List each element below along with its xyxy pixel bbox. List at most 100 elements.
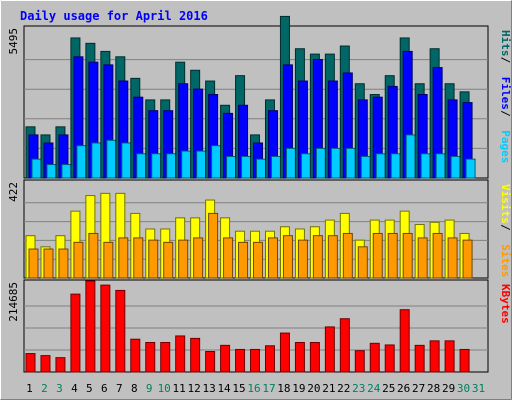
bar-kbytes-day-21 xyxy=(324,326,335,373)
x-tick-label: 31 xyxy=(472,382,485,395)
bar-sites-day-23 xyxy=(357,246,368,279)
bar-sites-day-24 xyxy=(372,232,383,279)
x-tick-label: 11 xyxy=(173,382,186,395)
bar-sites-day-27 xyxy=(417,237,428,279)
panel-kbytes: 214685 KBytes xyxy=(7,279,512,373)
bar-pages-day-12 xyxy=(196,150,207,179)
x-tick-label: 9 xyxy=(146,382,153,395)
bar-pages-day-1 xyxy=(31,158,42,179)
bar-sites-day-3 xyxy=(58,248,69,279)
panel-kbytes-legend: KBytes xyxy=(499,284,512,324)
bar-pages-day-23 xyxy=(360,155,371,179)
bar-kbytes-day-10 xyxy=(160,341,171,373)
bar-sites-day-28 xyxy=(432,232,443,279)
x-tick-label: 1 xyxy=(26,382,33,395)
bar-sites-day-6 xyxy=(103,241,114,279)
bar-sites-day-5 xyxy=(88,232,99,279)
bar-kbytes-day-1 xyxy=(25,353,36,373)
panel-sites-ymax-label: 422 xyxy=(7,182,20,202)
bar-sites-day-4 xyxy=(73,241,84,279)
bar-pages-day-4 xyxy=(76,145,87,179)
bar-kbytes-day-30 xyxy=(459,348,470,373)
x-tick-label: 20 xyxy=(307,382,320,395)
bar-sites-day-1 xyxy=(28,248,39,279)
bar-pages-day-10 xyxy=(166,153,177,179)
bar-pages-day-15 xyxy=(241,155,252,179)
bar-kbytes-day-17 xyxy=(264,345,275,373)
chart-panels: 5495 Hits / Files / Pages 422 Visits / Site… xyxy=(7,15,512,373)
bar-kbytes-day-6 xyxy=(100,284,111,373)
panel-sites: 422 Visits / Sites xyxy=(7,179,512,279)
x-tick-label: 29 xyxy=(442,382,455,395)
legend-pages: Pages xyxy=(499,130,512,163)
bar-kbytes-day-14 xyxy=(220,344,231,373)
bar-pages-day-2 xyxy=(46,164,57,179)
bar-sites-day-26 xyxy=(402,232,413,279)
bar-sites-day-8 xyxy=(133,237,144,279)
x-tick-label: 21 xyxy=(322,382,335,395)
legend-files: Files xyxy=(499,77,512,110)
panel-kbytes-ymax-label: 214685 xyxy=(7,282,20,322)
legend-sites: Sites xyxy=(499,244,512,277)
bar-sites-day-2 xyxy=(43,248,54,279)
bar-kbytes-day-12 xyxy=(190,337,201,373)
x-tick-label: 7 xyxy=(116,382,123,395)
bar-kbytes-day-7 xyxy=(115,289,126,373)
x-tick-label: 15 xyxy=(232,382,245,395)
x-tick-label: 5 xyxy=(86,382,93,395)
x-tick-label: 17 xyxy=(262,382,275,395)
bar-pages-day-24 xyxy=(375,153,386,179)
bar-pages-day-20 xyxy=(315,147,326,179)
x-tick-label: 2 xyxy=(41,382,48,395)
bar-pages-day-16 xyxy=(256,158,267,179)
bar-kbytes-day-11 xyxy=(175,335,186,373)
legend-visits: Visits xyxy=(499,184,512,224)
bar-pages-day-17 xyxy=(270,155,281,179)
bar-kbytes-day-23 xyxy=(354,350,365,373)
bar-sites-day-29 xyxy=(447,237,458,279)
bar-pages-day-8 xyxy=(136,153,147,179)
legend-kbytes: KBytes xyxy=(499,284,512,324)
x-tick-label: 3 xyxy=(56,382,63,395)
bar-sites-day-22 xyxy=(342,232,353,279)
x-tick-label: 16 xyxy=(247,382,260,395)
bar-pages-day-3 xyxy=(61,164,72,179)
x-tick-label: 13 xyxy=(202,382,215,395)
bar-pages-day-28 xyxy=(435,153,446,179)
x-tick-label: 19 xyxy=(292,382,305,395)
bar-sites-day-18 xyxy=(282,235,293,279)
bar-pages-day-9 xyxy=(151,153,162,179)
bar-pages-day-21 xyxy=(330,147,341,179)
bar-kbytes-day-18 xyxy=(279,332,290,373)
bar-kbytes-day-27 xyxy=(414,344,425,373)
bar-sites-day-11 xyxy=(178,239,189,279)
x-tick-label: 23 xyxy=(352,382,365,395)
bar-sites-day-30 xyxy=(462,239,473,279)
bar-kbytes-day-8 xyxy=(130,338,141,373)
bar-sites-day-14 xyxy=(223,237,234,279)
bar-sites-day-21 xyxy=(327,235,338,279)
bar-pages-day-7 xyxy=(121,142,132,179)
bar-kbytes-day-16 xyxy=(250,348,261,373)
panel-sites-legend: Visits / Sites xyxy=(499,184,512,277)
bar-pages-day-14 xyxy=(226,155,237,179)
bar-kbytes-day-29 xyxy=(444,340,455,373)
bar-pages-day-18 xyxy=(285,147,296,179)
bar-sites-day-20 xyxy=(312,235,323,279)
bar-sites-day-7 xyxy=(118,237,129,279)
bar-sites-day-15 xyxy=(238,241,249,279)
bar-sites-day-9 xyxy=(148,239,159,279)
bar-kbytes-day-22 xyxy=(339,318,350,373)
bar-sites-day-10 xyxy=(163,241,174,279)
legend-separator: / xyxy=(499,57,512,64)
bar-kbytes-day-2 xyxy=(40,355,51,373)
bar-kbytes-day-9 xyxy=(145,341,156,373)
bar-pages-day-5 xyxy=(91,142,102,179)
panel-hits-legend: Hits / Files / Pages xyxy=(499,30,512,163)
x-axis-labels: 1 2 3 4 5 6 7 8 9 10 11 12 13 14 15 16 17 18 19 20 21 22 23 24 2… xyxy=(26,382,485,395)
chart-title: Daily usage for April 2016 xyxy=(20,9,208,23)
bar-pages-day-27 xyxy=(420,153,431,179)
bar-pages-day-22 xyxy=(345,147,356,179)
x-tick-label: 8 xyxy=(131,382,138,395)
